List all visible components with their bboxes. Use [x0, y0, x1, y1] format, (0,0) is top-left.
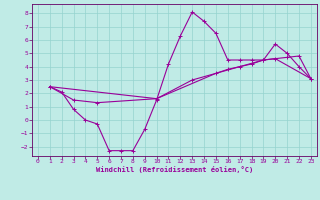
- X-axis label: Windchill (Refroidissement éolien,°C): Windchill (Refroidissement éolien,°C): [96, 166, 253, 173]
